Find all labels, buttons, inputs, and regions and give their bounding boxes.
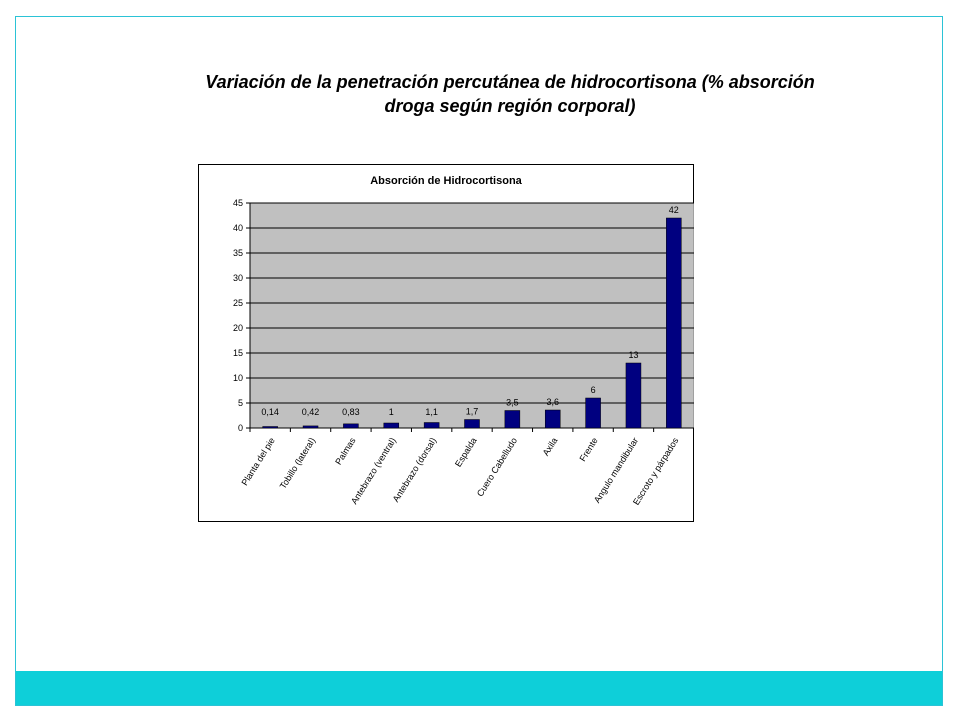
data-label: 1,7 <box>466 407 479 417</box>
data-label: 0,14 <box>261 407 279 417</box>
bar <box>262 426 278 429</box>
bar <box>625 362 642 429</box>
data-label: 3,5 <box>506 398 519 408</box>
bar-chart: Absorción de Hidrocortisona 0 5 10 15 20 25 30… <box>198 164 694 522</box>
y-tick-label: 45 <box>233 198 243 208</box>
y-tick-label: 25 <box>233 298 243 308</box>
bar <box>302 425 319 429</box>
bar <box>423 422 440 429</box>
chart-title: Absorción de Hidrocortisona <box>370 175 522 187</box>
data-label: 6 <box>591 385 596 395</box>
bar <box>343 423 359 429</box>
data-label: 42 <box>669 205 679 215</box>
y-tick-label: 30 <box>233 273 243 283</box>
bar <box>464 419 480 429</box>
bar <box>544 409 561 429</box>
footer-bar <box>16 671 942 705</box>
slide-title-line-1: Variación de la penetración percutánea d… <box>205 72 815 92</box>
chart-container: Absorción de Hidrocortisona 0 5 10 15 20 25 30… <box>198 164 694 522</box>
data-label: 0,42 <box>302 407 320 417</box>
slide-title: Variación de la penetración percutánea d… <box>100 70 920 118</box>
y-tick-label: 0 <box>238 423 243 433</box>
data-label: 0,83 <box>342 407 360 417</box>
y-tick-label: 20 <box>233 323 243 333</box>
y-tick-label: 15 <box>233 348 243 358</box>
y-tick-label: 40 <box>233 223 243 233</box>
data-label: 13 <box>628 350 638 360</box>
bar <box>504 410 521 429</box>
bar <box>666 217 682 429</box>
bar <box>585 397 601 429</box>
y-tick-label: 5 <box>238 398 243 408</box>
data-label: 1 <box>389 407 394 417</box>
data-label: 1,1 <box>425 407 438 417</box>
data-label: 3,6 <box>546 397 559 407</box>
y-tick-label: 10 <box>233 373 243 383</box>
bar <box>383 422 400 429</box>
slide-title-line-2: droga según región corporal) <box>384 96 636 116</box>
y-tick-label: 35 <box>233 248 243 258</box>
